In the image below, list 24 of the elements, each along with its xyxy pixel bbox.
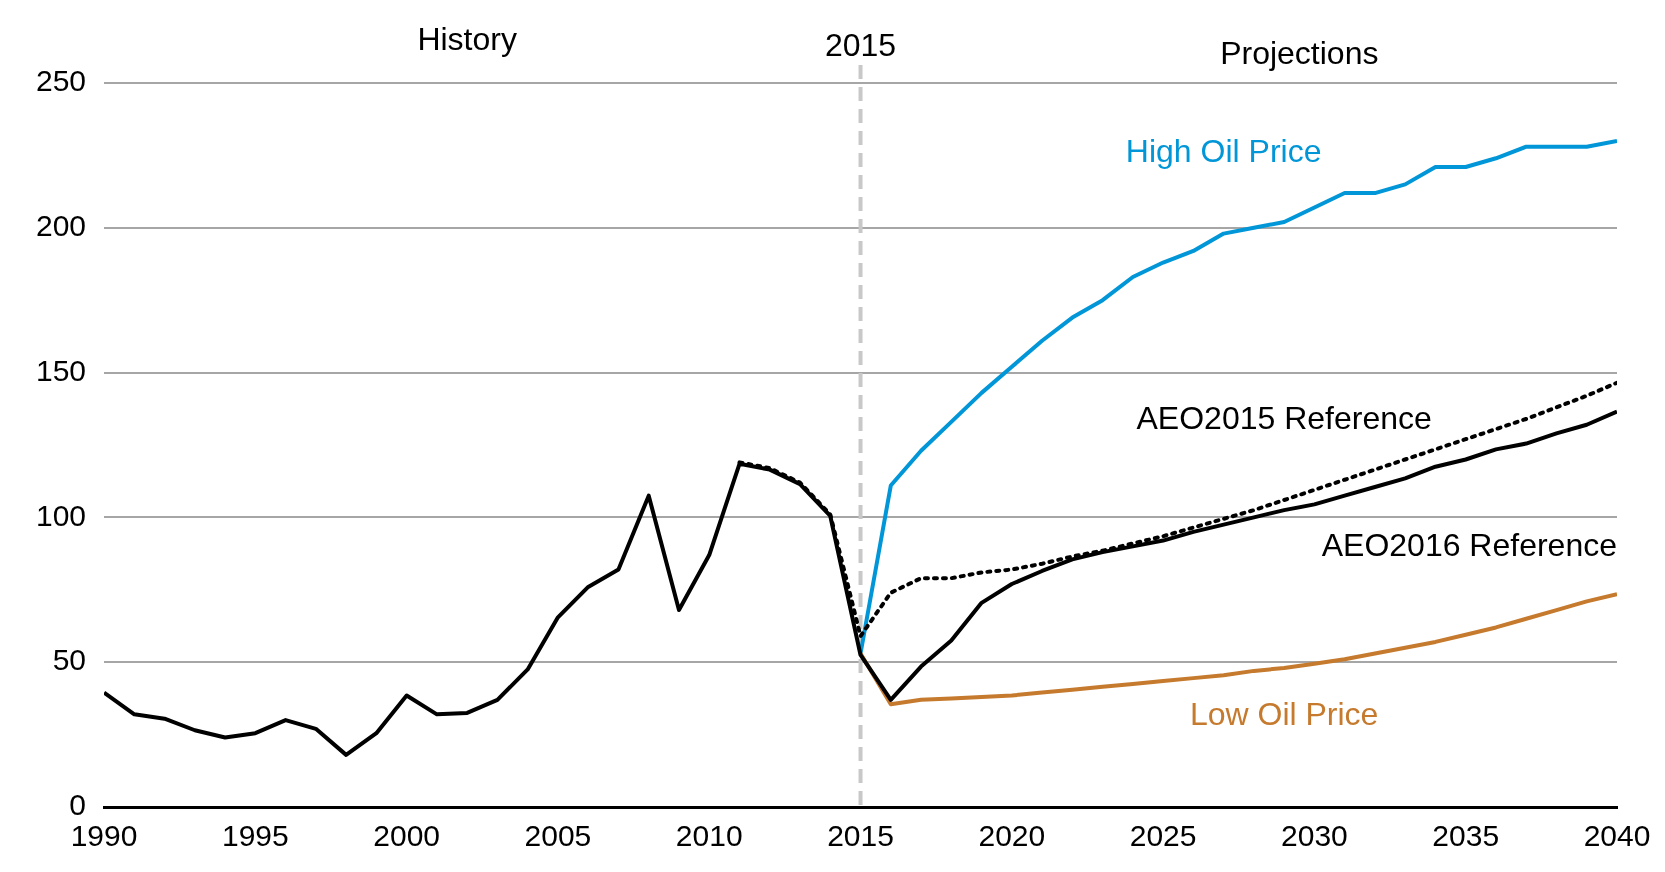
- x-tick-label: 2035: [1432, 819, 1500, 853]
- text: History: [417, 20, 517, 57]
- text: Projections: [1220, 34, 1379, 71]
- y-tick-label: 100: [35, 498, 87, 532]
- y-tick-label: 200: [35, 209, 87, 243]
- series-label: High Oil Price: [1125, 133, 1322, 170]
- x-tick-label: 2025: [1129, 819, 1197, 853]
- x-tick-label: 1995: [221, 819, 289, 853]
- x-tick-label: 2040: [1583, 819, 1651, 853]
- x-tick-label: 1990: [70, 819, 138, 853]
- y-tick-label: 250: [35, 64, 87, 98]
- y-tick-label: 150: [35, 353, 87, 387]
- series-label: AEO2015 Reference: [1136, 399, 1432, 436]
- x-tick-label: 2030: [1281, 819, 1348, 853]
- x-tick-label: 2005: [524, 819, 592, 853]
- x-tick-label: 2015: [827, 819, 894, 853]
- x-tick-label: 2000: [373, 819, 441, 853]
- series-label: AEO2016 Reference: [1321, 526, 1617, 563]
- ref-line-label: 2015: [824, 26, 897, 63]
- x-tick-label: 2020: [978, 819, 1046, 853]
- y-tick-label: 50: [52, 643, 87, 677]
- series-label: Low Oil Price: [1189, 695, 1379, 732]
- x-tick-label: 2010: [675, 819, 743, 853]
- y-tick-label: 0: [69, 788, 87, 822]
